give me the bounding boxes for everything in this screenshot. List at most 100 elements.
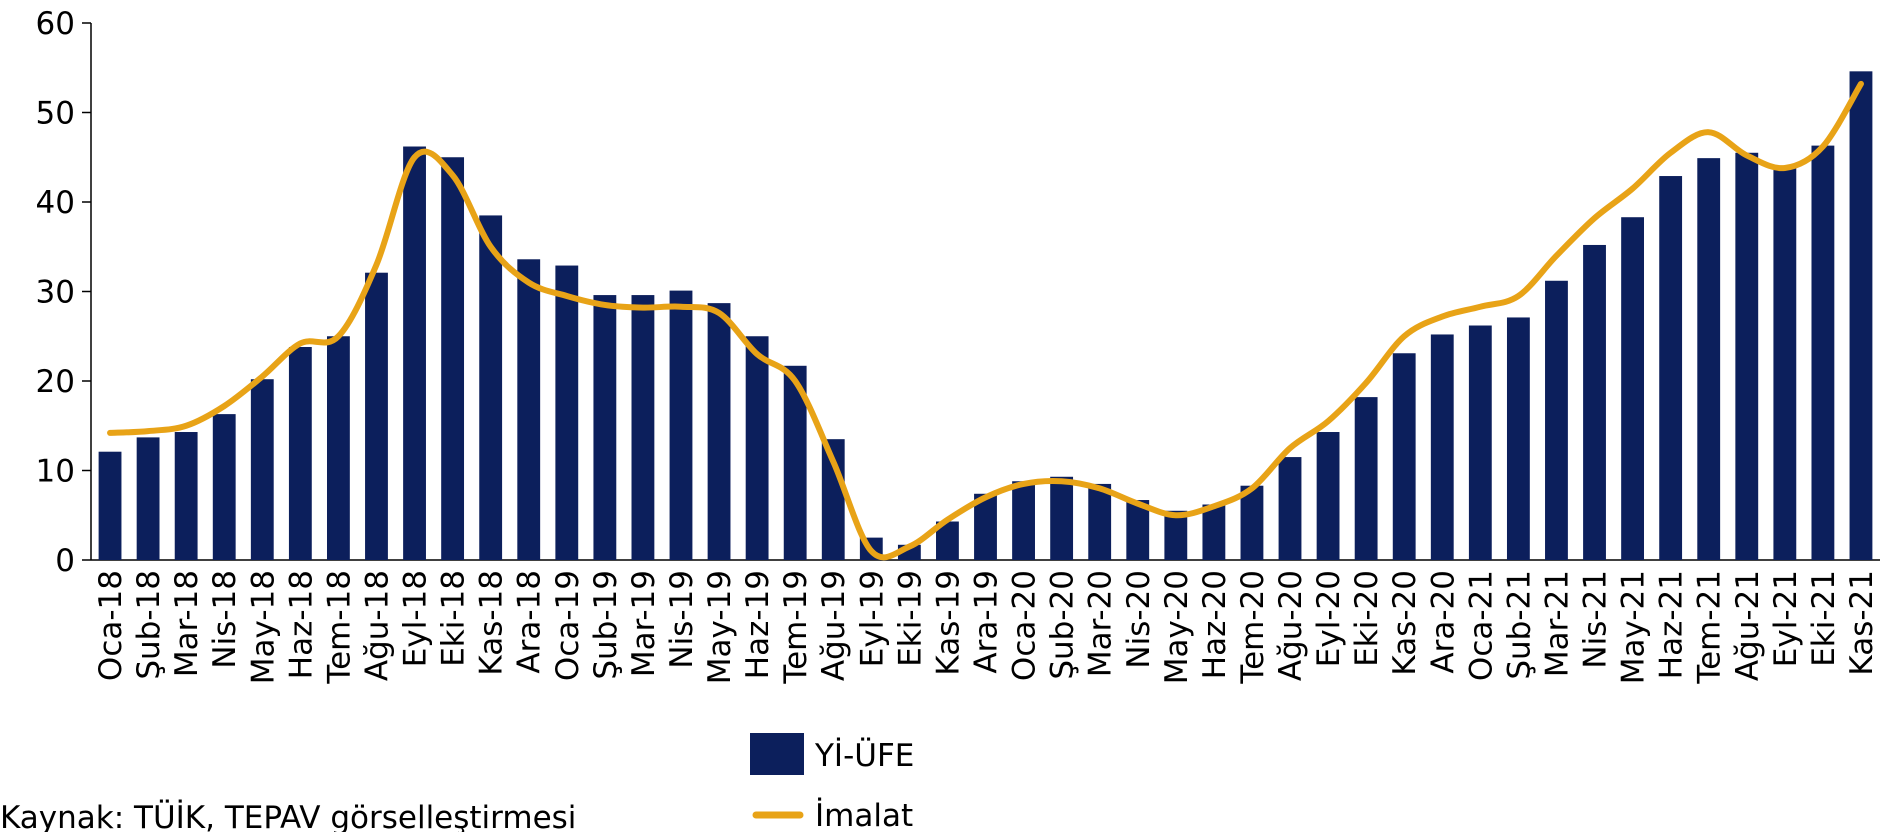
x-tick-label: Tem-21 — [1692, 570, 1728, 685]
x-tick-label: Ara-18 — [512, 570, 548, 674]
x-tick-label: Eki-21 — [1806, 570, 1842, 667]
x-tick-label: Nis-18 — [207, 570, 243, 669]
bar — [1088, 483, 1112, 560]
y-tick-label: 30 — [36, 275, 75, 311]
bar — [669, 290, 693, 560]
bar — [1621, 217, 1645, 560]
x-tick-label: Ara-19 — [969, 570, 1005, 674]
bar — [517, 259, 541, 560]
bar — [365, 272, 388, 560]
x-tick-label: Tem-20 — [1235, 570, 1271, 685]
bar — [136, 437, 160, 560]
x-tick-label: Kas-18 — [474, 570, 510, 676]
x-tick-label: Şub-19 — [588, 570, 624, 680]
x-tick-label: Eyl-21 — [1768, 570, 1804, 667]
bar — [745, 336, 769, 560]
x-tick-label: Ağu-20 — [1273, 570, 1309, 681]
bar — [1811, 145, 1835, 561]
line — [107, 80, 1864, 561]
x-tick-label: Tem-18 — [321, 570, 357, 685]
bar — [326, 336, 350, 560]
bar — [1012, 481, 1035, 560]
bar — [1506, 317, 1530, 560]
legend-label: Yİ-ÜFE — [814, 737, 914, 774]
y-tick-label: 10 — [36, 454, 75, 490]
y-tick-label: 40 — [36, 185, 75, 221]
bar — [1773, 167, 1797, 560]
x-tick-label: Şub-21 — [1501, 570, 1537, 680]
y-tick-label: 50 — [36, 96, 75, 132]
x-tick-label: Oca-19 — [550, 570, 586, 681]
bar — [98, 451, 122, 560]
x-tick-label: Eki-18 — [436, 570, 472, 667]
bar — [441, 157, 465, 560]
bar — [212, 414, 236, 560]
x-tick-label: Mar-19 — [626, 570, 662, 677]
x-tick-label: Haz-19 — [740, 570, 776, 679]
x-tick-label: Eki-20 — [1349, 570, 1385, 667]
bar — [1545, 280, 1568, 560]
bar — [1735, 152, 1759, 560]
bar — [1240, 485, 1264, 560]
x-tick-label: Eyl-18 — [398, 570, 434, 667]
x-tick-label: Haz-18 — [283, 570, 319, 679]
source-note: Kaynak: TÜİK, TEPAV görselleştirmesi — [0, 799, 576, 832]
x-tick-label: Eki-19 — [892, 570, 928, 667]
bar — [1392, 353, 1416, 560]
bar — [783, 365, 807, 560]
bar — [631, 295, 655, 560]
x-tick-label: Mar-18 — [169, 570, 205, 677]
legend-label: İmalat — [815, 798, 913, 832]
bar — [1202, 504, 1226, 560]
bar — [1278, 457, 1302, 560]
x-tick-label: Oca-20 — [1007, 570, 1043, 681]
bar — [974, 493, 997, 560]
bar — [250, 379, 274, 560]
y-tick-label: 60 — [36, 6, 75, 42]
x-tick-label: Kas-20 — [1387, 570, 1423, 676]
bar — [1316, 432, 1340, 560]
x-tick-label: Mar-21 — [1539, 570, 1575, 677]
x-tick-label: Ara-20 — [1425, 570, 1461, 674]
x-tick-label: Kas-21 — [1844, 570, 1880, 676]
x-tick-label: May-21 — [1616, 570, 1652, 684]
x-tick-label: May-20 — [1159, 570, 1195, 684]
x-tick-label: Tem-19 — [778, 570, 814, 685]
bar — [1697, 158, 1721, 560]
x-tick-label: Eyl-19 — [854, 570, 890, 667]
bar — [1583, 244, 1606, 560]
x-tick-label: Ağu-19 — [816, 570, 852, 681]
x-tick-label: Kas-19 — [930, 570, 966, 676]
bar — [1468, 325, 1492, 560]
legend-swatch — [750, 733, 804, 775]
bar — [1849, 71, 1873, 560]
bar — [403, 146, 426, 560]
bar — [479, 215, 503, 561]
bar — [707, 303, 731, 560]
bar — [1430, 334, 1454, 560]
bar — [1126, 500, 1150, 560]
x-tick-label: Haz-20 — [1197, 570, 1233, 679]
bar — [1050, 476, 1074, 560]
x-tick-label: Şub-20 — [1045, 570, 1081, 680]
x-tick-label: Oca-18 — [93, 570, 129, 681]
x-tick-label: Şub-18 — [131, 570, 167, 680]
x-tick-label: Nis-19 — [664, 570, 700, 669]
bar — [555, 265, 579, 560]
x-tick-label: Oca-21 — [1463, 570, 1499, 681]
x-tick-label: Ağu-18 — [359, 570, 395, 681]
bar — [1164, 510, 1188, 560]
bar — [174, 432, 198, 560]
x-tick-label: Ağu-21 — [1730, 570, 1766, 681]
bar — [936, 521, 959, 560]
x-tick-label: Mar-20 — [1083, 570, 1119, 677]
x-tick-label: May-18 — [245, 570, 281, 684]
x-tick-label: Haz-21 — [1654, 570, 1690, 679]
bar — [288, 346, 312, 560]
y-tick-label: 0 — [55, 543, 75, 579]
x-tick-label: Eyl-20 — [1311, 570, 1347, 667]
x-tick-label: Nis-21 — [1578, 570, 1614, 669]
bar — [593, 295, 617, 560]
y-tick-label: 20 — [36, 364, 75, 400]
